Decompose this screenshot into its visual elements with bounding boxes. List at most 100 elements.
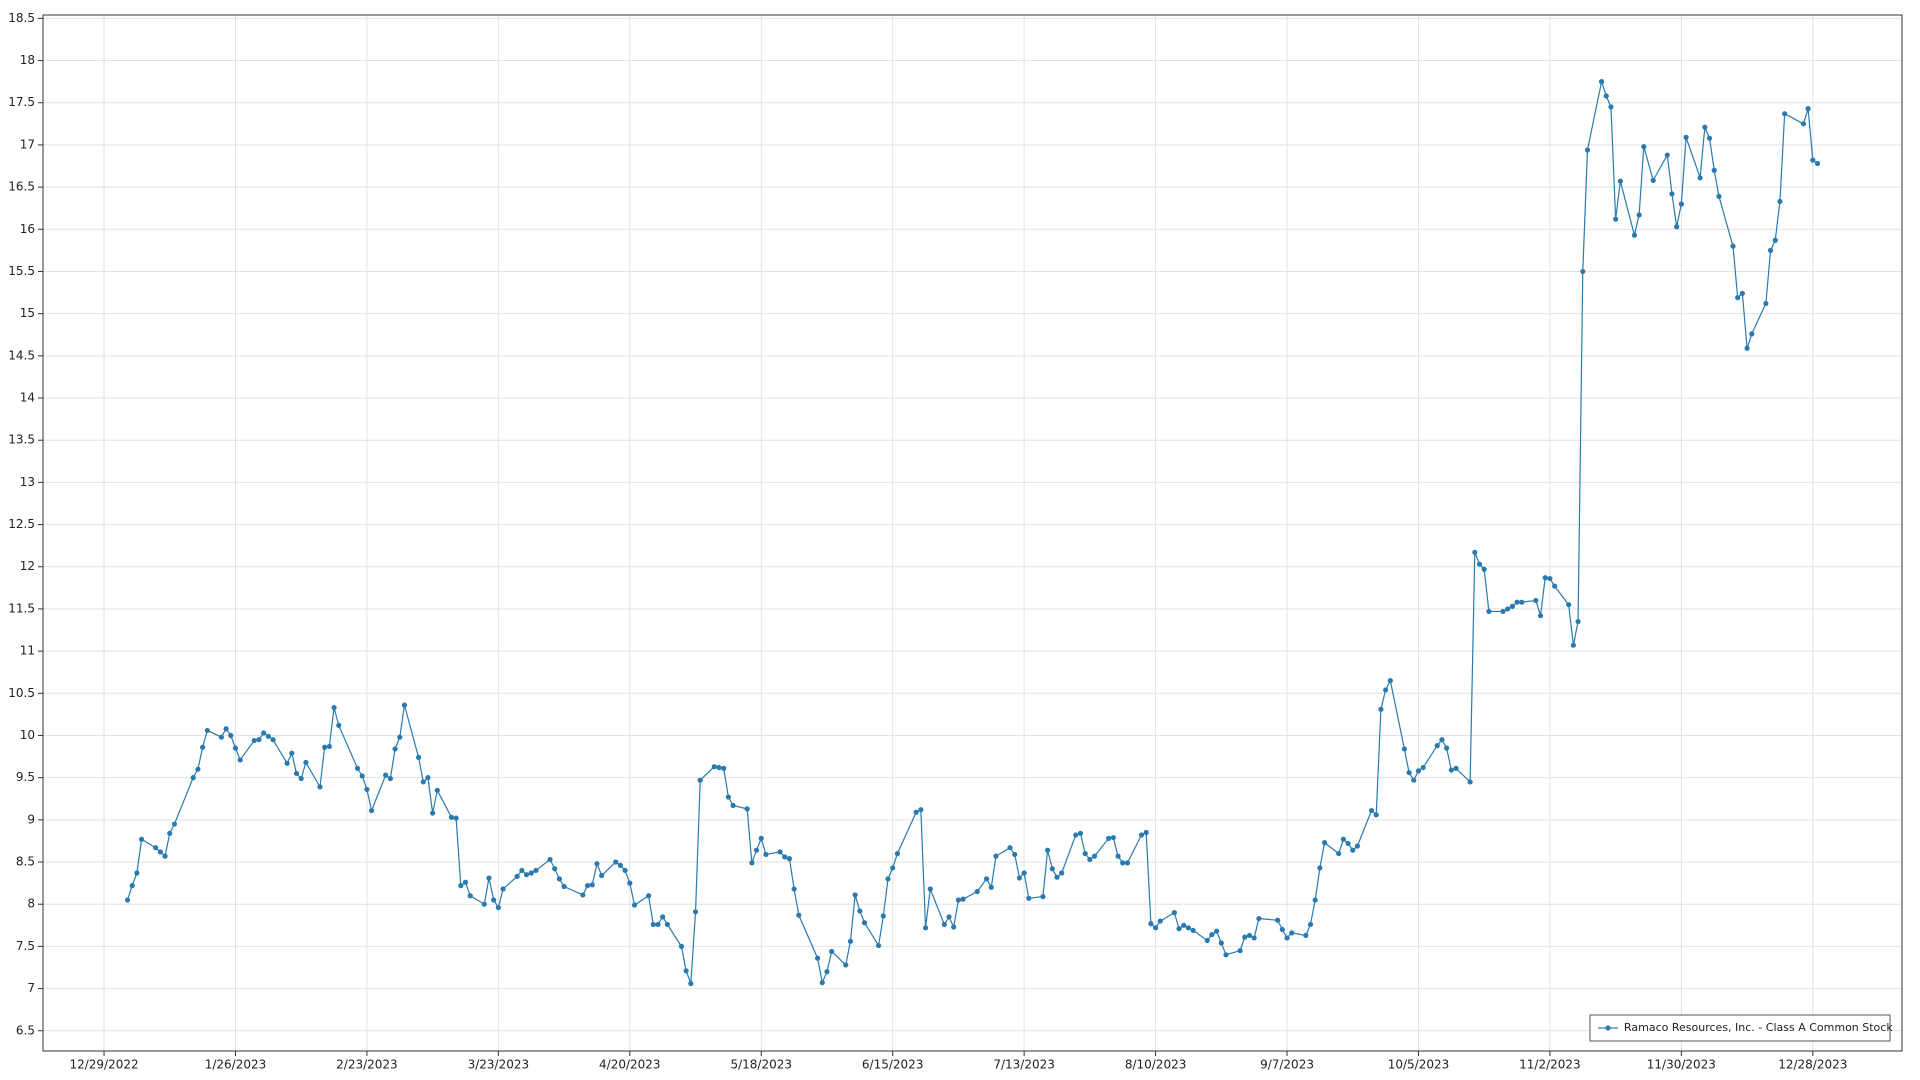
- data-point: [1674, 224, 1680, 230]
- data-point: [1373, 812, 1379, 818]
- y-tick-label: 10.5: [8, 686, 35, 700]
- y-tick-label: 15: [20, 306, 35, 320]
- y-tick-label: 17.5: [8, 95, 35, 109]
- data-point: [627, 880, 633, 886]
- data-point: [1106, 835, 1112, 842]
- data-point: [1082, 850, 1088, 857]
- data-point: [955, 897, 962, 903]
- data-point: [1214, 928, 1220, 934]
- data-point: [594, 861, 600, 867]
- data-point: [1279, 926, 1285, 933]
- data-point: [852, 892, 858, 898]
- data-point: [1307, 921, 1314, 928]
- series-line: [126, 79, 1818, 985]
- data-point: [1411, 777, 1417, 783]
- data-point: [1552, 583, 1558, 589]
- data-point: [1472, 549, 1478, 556]
- x-tick-label: 3/23/2023: [468, 1058, 530, 1072]
- x-tick-label: 10/5/2023: [1388, 1058, 1450, 1072]
- data-point: [814, 955, 821, 961]
- y-tick-label: 18: [20, 53, 35, 67]
- data-point: [1767, 247, 1774, 253]
- data-point: [204, 727, 210, 734]
- data-point: [796, 912, 802, 918]
- data-point: [1242, 934, 1248, 940]
- data-point: [650, 921, 656, 928]
- data-point: [167, 830, 173, 836]
- data-point: [1317, 865, 1323, 871]
- data-point: [1805, 106, 1811, 112]
- data-point: [1716, 193, 1722, 199]
- data-point: [913, 809, 919, 815]
- data-point: [1026, 895, 1032, 901]
- data-point: [369, 807, 375, 814]
- y-tick-label: 7.5: [16, 939, 35, 953]
- data-point: [293, 770, 300, 777]
- data-point: [1406, 769, 1412, 776]
- data-point: [481, 901, 487, 907]
- data-point: [885, 876, 891, 882]
- y-tick-label: 7: [27, 981, 35, 995]
- data-point: [688, 980, 694, 987]
- data-point: [1777, 198, 1783, 205]
- data-point: [364, 786, 370, 793]
- data-point: [1566, 602, 1572, 608]
- x-tick-label: 11/30/2023: [1647, 1058, 1716, 1072]
- data-point: [1702, 124, 1708, 130]
- data-point: [941, 921, 947, 928]
- x-tick-label: 12/28/2023: [1778, 1058, 1847, 1072]
- data-point: [782, 854, 788, 860]
- data-point: [354, 765, 361, 771]
- data-point: [1641, 144, 1647, 150]
- data-point: [1054, 874, 1060, 880]
- data-point: [157, 849, 163, 855]
- y-tick-label: 18.5: [8, 11, 35, 25]
- data-point: [1021, 870, 1027, 876]
- y-tick-label: 10: [20, 728, 35, 742]
- data-point: [1800, 121, 1807, 127]
- data-point: [1303, 932, 1309, 939]
- y-tick-label: 17: [20, 137, 35, 151]
- data-point: [974, 888, 980, 895]
- data-point: [1378, 706, 1384, 712]
- legend-label: Ramaco Resources, Inc. - Class A Common …: [1624, 1021, 1893, 1034]
- data-point: [1439, 737, 1445, 743]
- data-point: [1730, 243, 1736, 249]
- data-point: [298, 775, 304, 782]
- data-point: [960, 896, 966, 902]
- data-point: [589, 882, 595, 888]
- data-point: [467, 893, 473, 899]
- data-point: [1749, 331, 1755, 337]
- y-tick-label: 15.5: [8, 264, 35, 278]
- data-point: [617, 862, 624, 868]
- y-tick-label: 14: [20, 391, 35, 405]
- data-point: [1415, 768, 1422, 774]
- data-point: [1289, 930, 1295, 936]
- y-tick-label: 16: [20, 222, 35, 236]
- data-point: [1636, 212, 1642, 218]
- data-point: [660, 914, 666, 920]
- data-point: [753, 847, 760, 853]
- data-point: [556, 876, 562, 882]
- data-point: [552, 866, 558, 872]
- data-point: [1486, 608, 1492, 615]
- data-point: [228, 732, 234, 739]
- data-point: [232, 745, 239, 751]
- data-point: [1505, 606, 1511, 612]
- data-point: [1218, 940, 1224, 946]
- data-point: [1171, 910, 1177, 916]
- data-point: [1697, 175, 1703, 181]
- data-point: [453, 815, 459, 821]
- data-point: [1650, 177, 1656, 183]
- data-point: [256, 737, 262, 743]
- y-tick-label: 13: [20, 475, 35, 489]
- data-point: [1007, 845, 1013, 851]
- data-point: [655, 921, 661, 928]
- data-point: [599, 872, 605, 879]
- data-point: [124, 897, 131, 903]
- data-point: [270, 737, 276, 743]
- data-point: [190, 775, 196, 781]
- data-point: [1040, 894, 1046, 900]
- data-point: [1706, 135, 1713, 141]
